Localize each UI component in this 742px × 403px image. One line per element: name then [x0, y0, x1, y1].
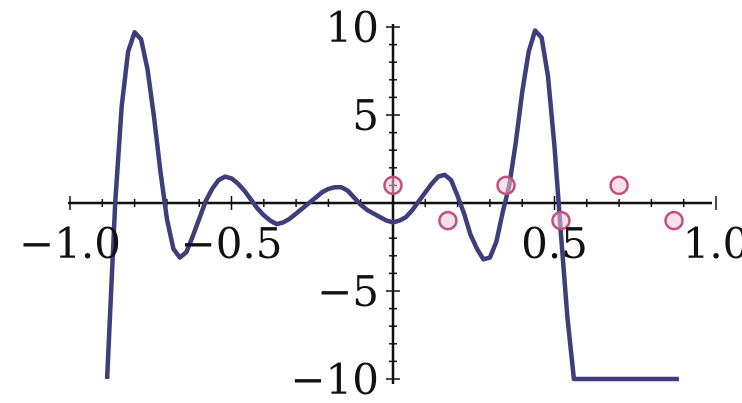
sample-point [383, 175, 403, 196]
y-tick-label: 5 [352, 91, 379, 140]
series-layer [104, 28, 679, 382]
y-tick-label: 10 [326, 3, 379, 52]
x-tick-label: 1.0 [683, 219, 742, 268]
sample-point [664, 210, 684, 231]
sample-point [496, 175, 516, 196]
axes [68, 24, 717, 384]
sample-point [551, 210, 571, 231]
interpolating-curve-0 [104, 28, 679, 382]
x-tick-label: 0.5 [521, 219, 588, 268]
y-tick-label: −5 [317, 267, 379, 316]
y-tick-label: −10 [290, 355, 379, 403]
tick-labels: −1.0 −0.5 0.5 1.0 −10 −5 5 10 [19, 3, 742, 403]
x-tick-label: −0.5 [181, 219, 283, 268]
x-tick-label: −1.0 [19, 219, 121, 268]
sample-points [383, 175, 684, 231]
sample-point [609, 175, 629, 196]
sample-point [438, 210, 458, 231]
